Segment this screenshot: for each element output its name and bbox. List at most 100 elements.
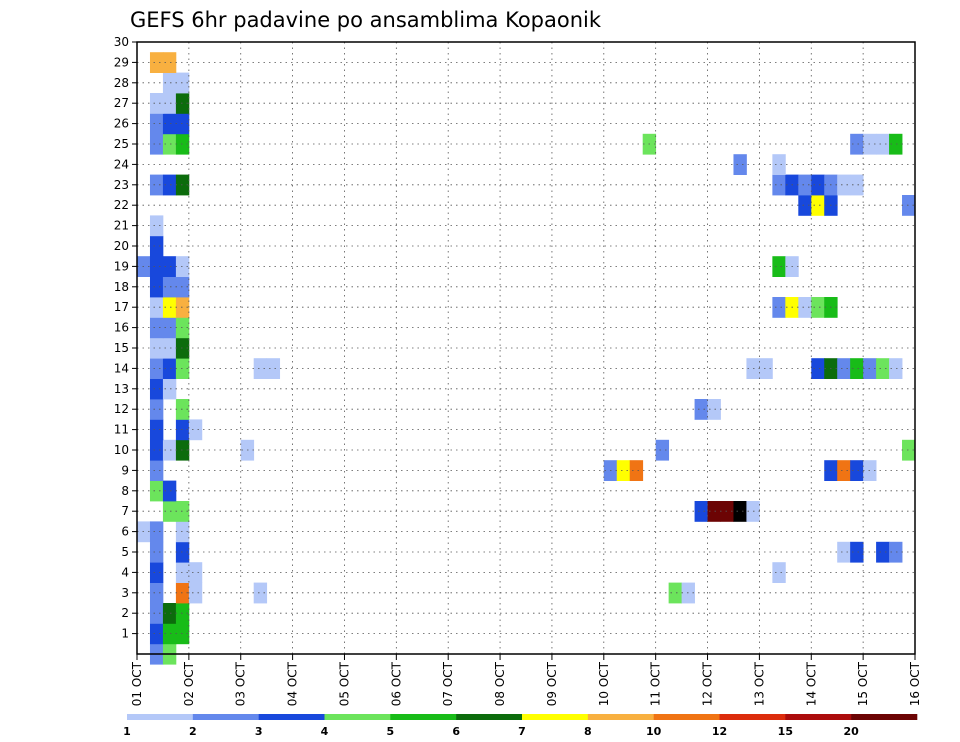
y-tick-label: 9 [121, 463, 129, 477]
heatmap-cell [149, 419, 164, 441]
y-tick-label: 16 [114, 321, 129, 335]
legend-swatch [653, 714, 720, 720]
heatmap-cell [162, 623, 177, 645]
heatmap-cell [175, 113, 190, 135]
heatmap-cell [850, 174, 864, 196]
x-tick-label: 11 OCT [649, 661, 663, 706]
heatmap-cell [175, 623, 190, 645]
x-tick-label: 13 OCT [752, 661, 766, 706]
heatmap-cell [162, 378, 177, 400]
heatmap-cell [811, 358, 825, 379]
y-tick-label: 14 [114, 361, 129, 375]
y-tick-label: 7 [121, 504, 129, 518]
heatmap-cell [733, 501, 747, 522]
heatmap-cell [655, 439, 670, 461]
heatmap-cell [149, 439, 164, 461]
heatmap-cell [162, 317, 177, 339]
legend-swatch [785, 714, 852, 720]
heatmap-cell [149, 337, 164, 359]
legend-swatch [851, 714, 918, 720]
heatmap-cell [162, 133, 177, 155]
heatmap-cell [175, 603, 190, 624]
y-tick-label: 17 [114, 300, 129, 314]
legend-swatch [127, 714, 194, 720]
heatmap-cell [149, 235, 164, 257]
heatmap-cell [850, 358, 864, 379]
heatmap-cell [876, 358, 890, 379]
heatmap-cell [175, 439, 190, 461]
x-tick-label: 10 OCT [597, 661, 611, 706]
y-tick-label: 29 [114, 55, 129, 69]
heatmap-cell [175, 541, 190, 563]
heatmap-cell [811, 195, 825, 216]
heatmap-cell [162, 439, 177, 461]
heatmap-cell [175, 72, 190, 94]
heatmap-cell [149, 358, 164, 379]
y-tick-label: 20 [114, 239, 129, 253]
heatmap-cell [149, 541, 164, 563]
heatmap-cell [149, 174, 164, 196]
heatmap-cell [175, 317, 190, 339]
heatmap-cell [811, 174, 825, 196]
heatmap-cell [162, 72, 177, 94]
y-tick-label: 26 [114, 117, 129, 131]
heatmap-cell [149, 317, 164, 339]
x-tick-label: 08 OCT [493, 661, 507, 706]
legend-swatch [719, 714, 786, 720]
y-tick-label: 6 [121, 525, 129, 539]
y-tick-label: 3 [121, 586, 129, 600]
grid-lines [137, 41, 915, 654]
heatmap-cell [876, 133, 890, 155]
heatmap-cell [902, 195, 916, 216]
heatmap-cell [175, 337, 190, 359]
heatmap-cell [149, 256, 164, 277]
y-tick-label: 19 [114, 259, 129, 273]
heatmap-cell [149, 521, 164, 543]
heatmap-cell [694, 501, 708, 522]
heatmap-cell [175, 562, 190, 583]
x-tick-label: 04 OCT [286, 661, 300, 706]
x-tick-label: 05 OCT [337, 661, 351, 706]
y-tick-label: 5 [121, 545, 129, 559]
y-tick-label: 22 [114, 198, 129, 212]
heatmap-cell [850, 460, 864, 481]
x-tick-label: 15 OCT [856, 661, 870, 706]
heatmap-cell [162, 358, 177, 379]
y-tick-label: 2 [121, 606, 129, 620]
heatmap-cell [837, 358, 851, 379]
legend-label: 15 [778, 725, 793, 738]
heatmap-cell [772, 256, 786, 277]
heatmap-cell [798, 297, 812, 318]
y-tick-label: 4 [121, 565, 129, 579]
heatmap-cell [175, 501, 190, 522]
heatmap-cell [253, 358, 268, 379]
heatmap-cell [837, 174, 851, 196]
legend-label: 5 [387, 725, 395, 738]
legend-label: 8 [584, 725, 592, 738]
heatmap-cell [837, 541, 851, 563]
legend-label: 7 [518, 725, 526, 738]
y-tick-label: 10 [114, 443, 129, 457]
legend-swatch [258, 714, 325, 720]
heatmap-cell [162, 337, 177, 359]
heatmap-cell [162, 93, 177, 114]
legend-swatch [587, 714, 654, 720]
heatmap-cell [707, 399, 721, 420]
y-tick-label: 1 [121, 627, 129, 641]
legend-label: 2 [189, 725, 197, 738]
x-axis: 01 OCT 02 OCT 03 OCT 04 OCT 05 OCT 06 OCT 07 O… [130, 654, 922, 706]
heatmap-cell [149, 480, 164, 502]
heatmap-cell [188, 562, 203, 583]
heatmap-cell [175, 521, 190, 543]
heatmap-cell [149, 603, 164, 624]
heatmap-cell [149, 399, 164, 420]
x-tick-label: 14 OCT [804, 661, 818, 706]
heatmap-cell [149, 378, 164, 400]
x-tick-label: 09 OCT [545, 661, 559, 706]
heatmap-cell [149, 276, 164, 298]
heatmap-cell [772, 154, 786, 175]
heatmap-cell [720, 501, 734, 522]
legend-label: 3 [255, 725, 263, 738]
heatmap-cell [733, 154, 747, 175]
